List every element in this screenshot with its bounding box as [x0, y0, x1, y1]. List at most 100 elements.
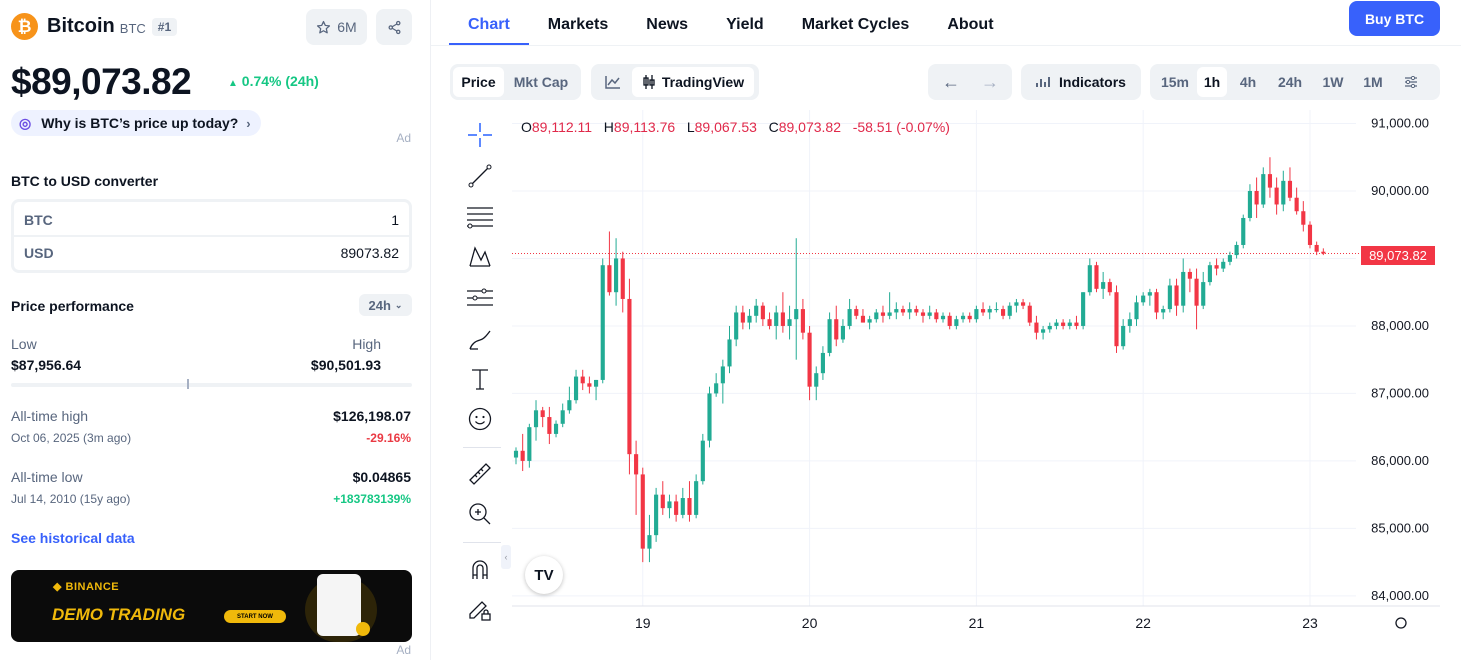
- candle-body: [867, 319, 872, 323]
- tradingview-logo-icon[interactable]: TV: [525, 556, 563, 594]
- chart-settings-button[interactable]: [1391, 67, 1431, 97]
- candle-body: [694, 481, 699, 515]
- historical-data-link[interactable]: See historical data: [11, 530, 135, 546]
- converter-divider: [14, 235, 409, 237]
- candle-body: [600, 265, 605, 380]
- share-button[interactable]: [376, 9, 412, 45]
- price-change: ▲ 0.74% (24h): [228, 73, 319, 89]
- bitcoin-logo-icon: ₿: [11, 13, 38, 40]
- price-change-value: 0.74% (24h): [241, 73, 319, 89]
- lock-drawing-tool[interactable]: [463, 593, 497, 627]
- pattern-tool[interactable]: [463, 240, 497, 274]
- converter-from-field[interactable]: BTC 1: [14, 204, 409, 236]
- magnet-tool[interactable]: [463, 553, 497, 587]
- price-toggle[interactable]: Price: [453, 67, 504, 97]
- high-value: $90,501.93: [310, 357, 381, 373]
- banner-headline: DEMO TRADING: [52, 605, 186, 624]
- indicators-icon: [1036, 77, 1051, 87]
- tab-markets[interactable]: Markets: [547, 16, 609, 33]
- undo-arrow-icon[interactable]: ←: [942, 71, 960, 92]
- tradingview-button[interactable]: TradingView: [632, 67, 754, 97]
- candle-body: [593, 379, 599, 387]
- redo-arrow-icon[interactable]: →: [981, 71, 999, 92]
- trend-line-tool[interactable]: [463, 159, 497, 193]
- forecast-tool[interactable]: [463, 281, 497, 315]
- candle-body: [1101, 282, 1106, 289]
- candle-body: [1207, 265, 1212, 283]
- text-tool[interactable]: [463, 362, 497, 396]
- pattern-icon: [469, 246, 491, 267]
- tab-about[interactable]: About: [947, 16, 994, 33]
- ohlc-change: -58.51 (-0.07%): [852, 119, 950, 135]
- collapse-toolbar-button[interactable]: ‹: [501, 545, 511, 569]
- timeframe-1h[interactable]: 1h: [1197, 67, 1227, 97]
- crosshair-tool[interactable]: [463, 118, 497, 152]
- tab-news[interactable]: News: [646, 16, 689, 33]
- candle-body: [667, 501, 672, 509]
- timeframe-24h[interactable]: 24h: [1277, 74, 1303, 90]
- candle-body: [553, 423, 559, 434]
- candle-body: [1267, 174, 1273, 188]
- measure-tool[interactable]: [463, 457, 497, 491]
- mktcap-toggle[interactable]: Mkt Cap: [513, 74, 569, 90]
- candle-body: [627, 298, 632, 455]
- y-tick-label: 86,000.00: [1371, 453, 1429, 468]
- tab-market-cycles[interactable]: Market Cycles: [801, 16, 910, 33]
- watchlist-button[interactable]: 6M: [306, 9, 367, 45]
- range-bar: [11, 379, 412, 389]
- why-price-up-button[interactable]: ◎ Why is BTC’s price up today? ›: [11, 110, 261, 136]
- banner-cta-button[interactable]: START NOW: [224, 610, 286, 623]
- candle-body: [780, 312, 785, 326]
- coin-header: ₿ Bitcoin BTC #1: [11, 13, 178, 40]
- candle-body: [1014, 302, 1019, 306]
- watchlist-count: 6M: [337, 19, 357, 35]
- timeframe-4h[interactable]: 4h: [1239, 74, 1257, 90]
- timeframe-1w[interactable]: 1W: [1322, 74, 1344, 90]
- brush-tool[interactable]: [463, 323, 497, 357]
- line-chart-button[interactable]: [594, 67, 632, 97]
- candle-body: [533, 410, 539, 428]
- x-tick-label: 22: [1135, 615, 1151, 631]
- range-dropdown[interactable]: 24h ⌄: [359, 294, 412, 316]
- converter-to-field[interactable]: USD 89073.82: [14, 237, 409, 269]
- candle-body: [547, 417, 552, 434]
- binance-ad-banner[interactable]: ◆ BINANCE DEMO TRADING START NOW: [11, 570, 412, 642]
- y-tick-label: 84,000.00: [1371, 588, 1429, 603]
- ad-label: Ad: [396, 131, 411, 145]
- candle-body: [640, 474, 645, 549]
- from-value[interactable]: 1: [391, 212, 399, 228]
- emoji-tool[interactable]: [463, 402, 497, 436]
- candle-body: [754, 305, 759, 316]
- zoom-tool[interactable]: [463, 497, 497, 531]
- ath-value: $126,198.07: [333, 408, 411, 424]
- fib-tool[interactable]: [463, 200, 497, 234]
- pencil-lock-icon: [469, 601, 491, 621]
- coin-graphic-icon: [356, 622, 370, 636]
- timeframe-15m[interactable]: 15m: [1160, 74, 1190, 90]
- candle-body: [1227, 255, 1232, 262]
- high-key: H: [603, 119, 614, 135]
- timeframe-1m[interactable]: 1M: [1363, 74, 1383, 90]
- x-tick-label: 23: [1302, 615, 1318, 631]
- buy-button[interactable]: Buy BTC: [1349, 1, 1440, 36]
- y-tick-label: 88,000.00: [1371, 318, 1429, 333]
- low-value: $87,956.64: [11, 357, 82, 373]
- candle-body: [987, 309, 992, 313]
- range-value: 24h: [368, 297, 391, 313]
- candle-body: [794, 309, 799, 320]
- candle-body: [607, 265, 612, 293]
- to-value[interactable]: 89073.82: [340, 245, 399, 261]
- candle-body: [734, 312, 739, 340]
- candle-body: [800, 309, 805, 333]
- candle-body: [1321, 251, 1326, 254]
- tab-chart[interactable]: Chart: [449, 0, 529, 45]
- time-axis: 19 20 21 22 23: [512, 605, 1440, 631]
- candle-body: [614, 258, 619, 293]
- candle-body: [934, 312, 939, 320]
- candle-body: [1121, 325, 1126, 347]
- low-value-ohlc: 89,067.53: [694, 119, 757, 135]
- indicators-button[interactable]: Indicators: [1021, 64, 1141, 100]
- tab-yield[interactable]: Yield: [726, 16, 764, 33]
- star-icon: [317, 20, 331, 33]
- text-icon: [472, 369, 488, 390]
